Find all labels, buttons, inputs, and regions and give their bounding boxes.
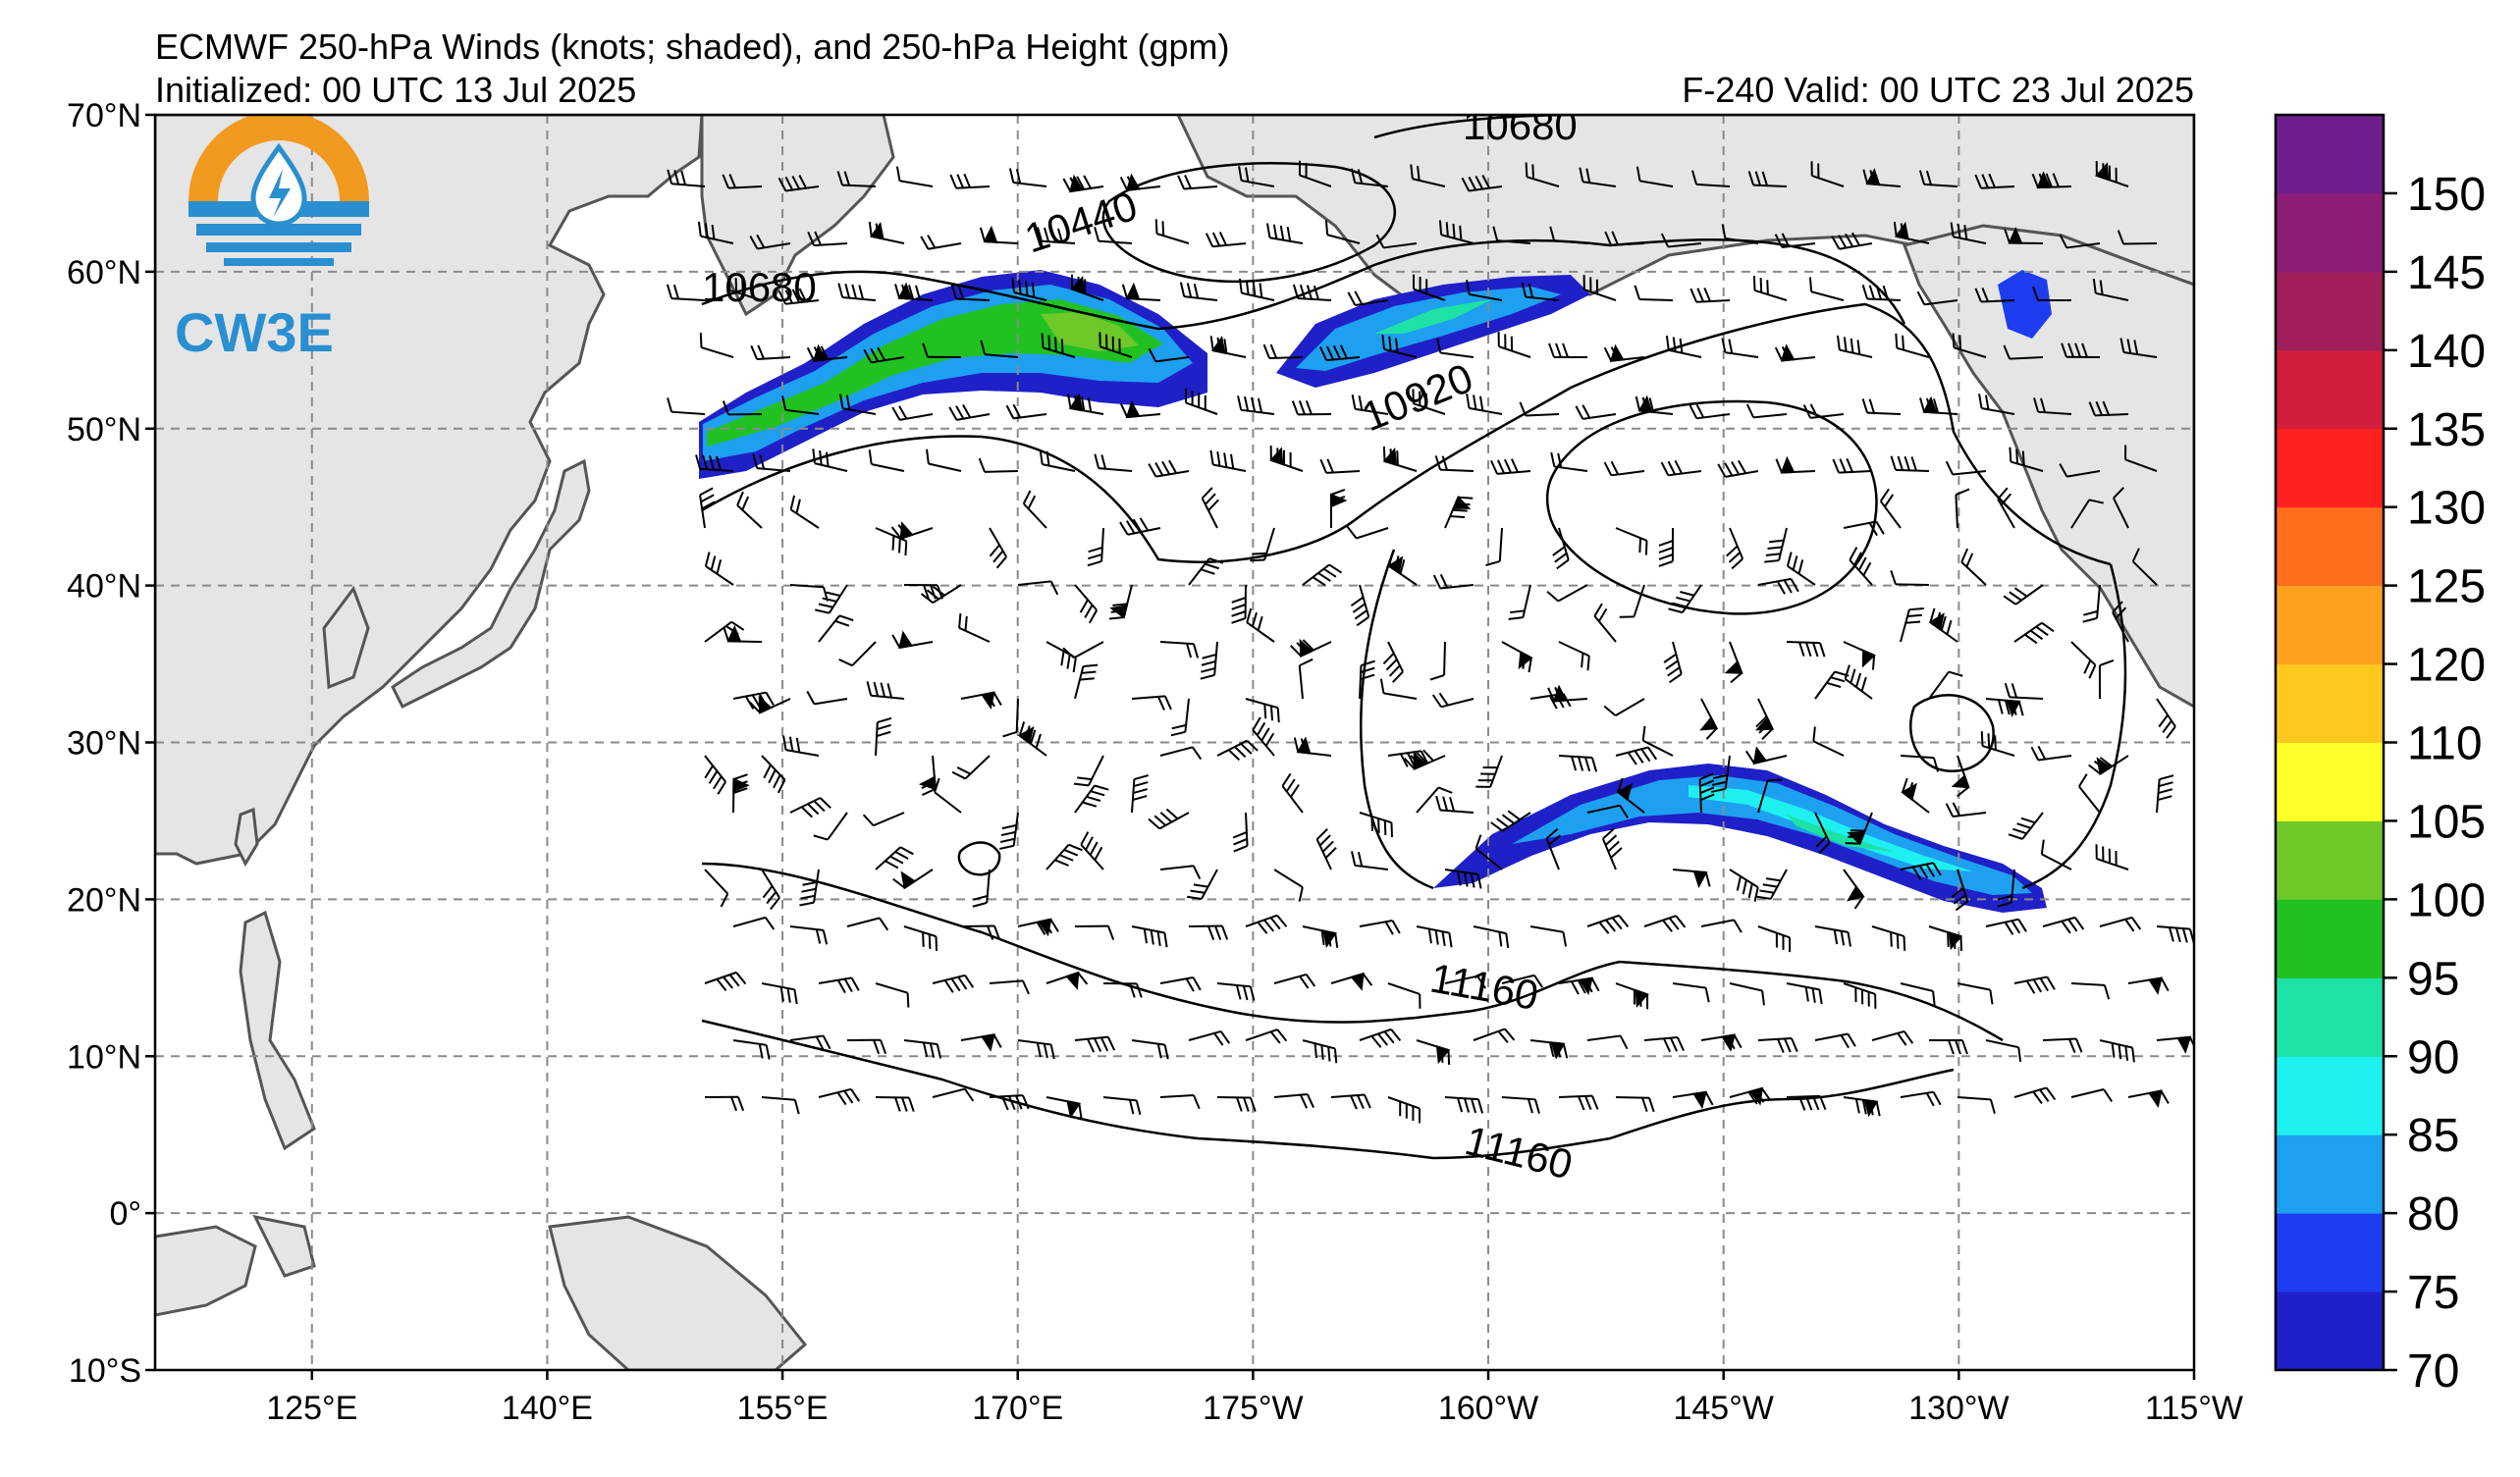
- latitude-labels: 70°N 60°N 50°N 40°N 30°N 20°N 10°N 0° 10°S: [67, 97, 141, 1390]
- lon-label: 170°E: [972, 1390, 1063, 1427]
- logo-text: CW3E: [175, 301, 334, 363]
- lat-label: 40°N: [67, 568, 141, 606]
- colorbar-swatch: [2276, 664, 2384, 743]
- colorbar-label: 95: [2407, 953, 2459, 1005]
- colorbar-label: 75: [2407, 1267, 2459, 1319]
- colorbar-swatch: [2276, 193, 2384, 272]
- lat-label: 30°N: [67, 725, 141, 763]
- colorbar-label: 85: [2407, 1110, 2459, 1162]
- colorbar-label: 90: [2407, 1031, 2459, 1083]
- lon-label: 130°W: [1908, 1390, 2009, 1427]
- longitude-labels: 125°E 140°E 155°E 170°E 175°W 160°W 145°W 130°W…: [266, 1390, 2243, 1427]
- contour-label-10680-north: 10680: [1463, 102, 1578, 148]
- colorbar-label: 120: [2407, 640, 2486, 692]
- lon-label: 175°W: [1203, 1390, 1303, 1427]
- lat-label: 0°: [109, 1195, 141, 1233]
- colorbar-swatch: [2276, 1134, 2384, 1213]
- colorbar-label: 145: [2407, 247, 2486, 299]
- lat-label: 60°N: [67, 254, 141, 291]
- colorbar-swatch: [2276, 115, 2384, 193]
- colorbar-label: 130: [2407, 483, 2486, 535]
- colorbar-swatch: [2276, 1056, 2384, 1134]
- map-area: 10680 10440 10680 10920 11160 11160 CW3E: [155, 102, 2196, 1370]
- lon-label: 140°E: [502, 1390, 593, 1427]
- colorbar-swatch: [2276, 820, 2384, 899]
- colorbar-label: 140: [2407, 326, 2486, 378]
- valid-label: F-240 Valid: 00 UTC 23 Jul 2025: [1682, 70, 2194, 110]
- colorbar-label: 100: [2407, 874, 2486, 926]
- colorbar-swatch: [2276, 743, 2384, 821]
- lat-label: 10°N: [67, 1038, 141, 1076]
- colorbar-swatch: [2276, 586, 2384, 664]
- lon-label: 125°E: [266, 1390, 357, 1427]
- contour-label-10680-west: 10680: [702, 264, 817, 310]
- colorbar-swatch: [2276, 977, 2384, 1056]
- lat-label: 50°N: [67, 411, 141, 448]
- lat-label: 20°N: [67, 881, 141, 919]
- colorbar-label: 135: [2407, 404, 2486, 456]
- chart-title: ECMWF 250-hPa Winds (knots; shaded), and…: [155, 26, 1229, 67]
- colorbar-label: 70: [2407, 1345, 2459, 1398]
- colorbar-swatch: [2276, 1292, 2384, 1370]
- colorbar-label: 105: [2407, 796, 2486, 848]
- lon-label: 160°W: [1438, 1390, 1538, 1427]
- lon-label: 155°E: [737, 1390, 829, 1427]
- colorbar-label: 125: [2407, 561, 2486, 613]
- lon-label: 145°W: [1673, 1390, 1773, 1427]
- colorbar-swatch: [2276, 350, 2384, 429]
- colorbar-label: 80: [2407, 1188, 2459, 1240]
- initialized-label: Initialized: 00 UTC 13 Jul 2025: [155, 70, 636, 110]
- lat-label: 70°N: [67, 97, 141, 134]
- wind-speed-colorbar: 70 75 80 85 90 95 100 105 110 120 125 130 135 140 145 1…: [2276, 115, 2486, 1398]
- colorbar-label: 150: [2407, 169, 2486, 221]
- lon-label: 115°W: [2145, 1390, 2243, 1427]
- colorbar-label: 110: [2407, 718, 2483, 770]
- colorbar-swatch: [2276, 507, 2384, 586]
- colorbar-swatch: [2276, 899, 2384, 977]
- lat-label: 10°S: [69, 1352, 141, 1390]
- colorbar-swatch: [2276, 1213, 2384, 1292]
- colorbar-swatch: [2276, 272, 2384, 350]
- colorbar-swatch: [2276, 429, 2384, 507]
